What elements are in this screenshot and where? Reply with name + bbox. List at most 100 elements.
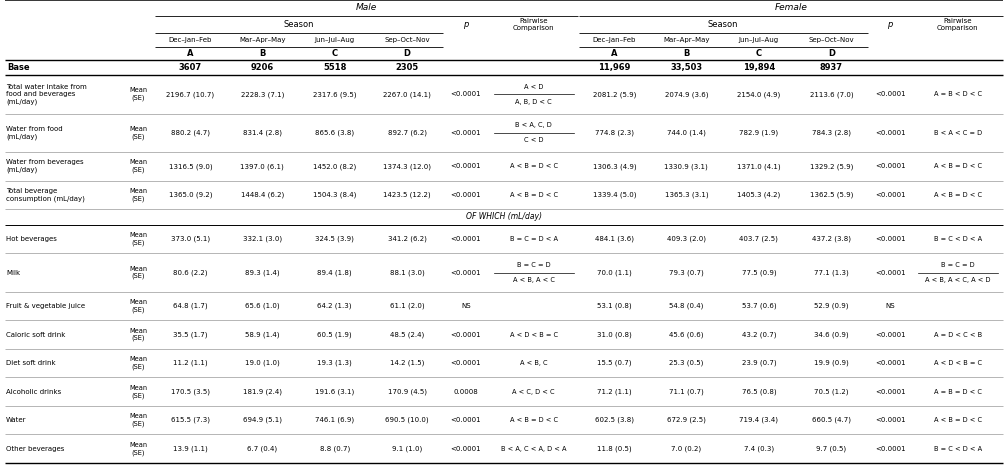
Text: <0.0001: <0.0001 (451, 446, 481, 452)
Text: 324.5 (3.9): 324.5 (3.9) (316, 236, 354, 242)
Text: Male: Male (356, 3, 377, 13)
Text: A: A (187, 49, 194, 58)
Text: A < B = D < C: A < B = D < C (933, 192, 982, 198)
Text: 45.6 (0.6): 45.6 (0.6) (669, 332, 704, 338)
Text: 170.5 (3.5): 170.5 (3.5) (170, 389, 210, 395)
Text: Total beverage
consumption (mL/day): Total beverage consumption (mL/day) (6, 188, 85, 202)
Text: 25.3 (0.5): 25.3 (0.5) (669, 360, 704, 367)
Text: 170.9 (4.5): 170.9 (4.5) (388, 389, 426, 395)
Text: <0.0001: <0.0001 (875, 192, 905, 198)
Text: Dec–Jan–Feb: Dec–Jan–Feb (593, 37, 636, 43)
Text: A < D < B = C: A < D < B = C (510, 332, 557, 338)
Text: Sep–Oct–Nov: Sep–Oct–Nov (808, 37, 854, 43)
Text: 52.9 (0.9): 52.9 (0.9) (814, 303, 849, 309)
Text: <0.0001: <0.0001 (451, 236, 481, 242)
Text: 484.1 (3.6): 484.1 (3.6) (595, 236, 634, 242)
Text: <0.0001: <0.0001 (875, 91, 905, 97)
Text: Other beverages: Other beverages (6, 446, 65, 452)
Text: 2317.6 (9.5): 2317.6 (9.5) (312, 91, 357, 98)
Text: OF WHICH (mL/day): OF WHICH (mL/day) (466, 212, 542, 221)
Text: A < C, D < C: A < C, D < C (512, 389, 555, 395)
Text: Water from beverages
(mL/day): Water from beverages (mL/day) (6, 159, 84, 173)
Text: B = C < D < A: B = C < D < A (933, 446, 982, 452)
Text: 437.2 (3.8): 437.2 (3.8) (811, 236, 851, 242)
Text: A = D < C < B: A = D < C < B (933, 332, 982, 338)
Text: 2267.0 (14.1): 2267.0 (14.1) (383, 91, 431, 98)
Text: 1365.3 (3.1): 1365.3 (3.1) (664, 191, 709, 198)
Text: 0.0008: 0.0008 (454, 389, 479, 395)
Text: 64.2 (1.3): 64.2 (1.3) (318, 303, 352, 309)
Text: 1330.9 (3.1): 1330.9 (3.1) (664, 163, 709, 170)
Text: B = C = D: B = C = D (517, 262, 550, 268)
Text: Sep–Oct–Nov: Sep–Oct–Nov (384, 37, 430, 43)
Text: A < B, A < C, A < D: A < B, A < C, A < D (925, 277, 991, 283)
Text: NS: NS (462, 303, 471, 309)
Text: 1423.5 (12.2): 1423.5 (12.2) (383, 191, 431, 198)
Text: 719.4 (3.4): 719.4 (3.4) (739, 417, 778, 424)
Text: 2305: 2305 (395, 63, 418, 72)
Text: 70.0 (1.1): 70.0 (1.1) (597, 269, 632, 276)
Text: 2196.7 (10.7): 2196.7 (10.7) (166, 91, 215, 98)
Text: A, B, D < C: A, B, D < C (515, 99, 552, 105)
Text: <0.0001: <0.0001 (875, 417, 905, 423)
Text: 58.9 (1.4): 58.9 (1.4) (245, 332, 279, 338)
Text: Alcoholic drinks: Alcoholic drinks (6, 389, 61, 395)
Text: Female: Female (774, 3, 807, 13)
Text: Diet soft drink: Diet soft drink (6, 360, 55, 366)
Text: A < B, C: A < B, C (520, 360, 547, 366)
Text: 892.7 (6.2): 892.7 (6.2) (388, 129, 426, 136)
Text: 191.6 (3.1): 191.6 (3.1) (316, 389, 355, 395)
Text: 89.3 (1.4): 89.3 (1.4) (245, 269, 279, 276)
Text: Mean
(SE): Mean (SE) (129, 299, 147, 313)
Text: 2081.2 (5.9): 2081.2 (5.9) (593, 91, 636, 98)
Text: Mean
(SE): Mean (SE) (129, 266, 147, 279)
Text: B: B (683, 49, 689, 58)
Text: 880.2 (4.7): 880.2 (4.7) (170, 129, 210, 136)
Text: 11,969: 11,969 (599, 63, 631, 72)
Text: D: D (403, 49, 410, 58)
Text: 15.5 (0.7): 15.5 (0.7) (598, 360, 632, 367)
Text: 80.6 (2.2): 80.6 (2.2) (173, 269, 208, 276)
Text: B < A < C = D: B < A < C = D (933, 130, 982, 136)
Text: A < B = D < C: A < B = D < C (933, 163, 982, 170)
Text: 7.0 (0.2): 7.0 (0.2) (671, 446, 702, 452)
Text: p: p (464, 20, 469, 29)
Text: 61.1 (2.0): 61.1 (2.0) (390, 303, 424, 309)
Text: <0.0001: <0.0001 (875, 360, 905, 366)
Text: 53.1 (0.8): 53.1 (0.8) (597, 303, 632, 309)
Text: <0.0001: <0.0001 (875, 332, 905, 338)
Text: Milk: Milk (6, 269, 20, 276)
Text: 88.1 (3.0): 88.1 (3.0) (390, 269, 424, 276)
Text: 744.0 (1.4): 744.0 (1.4) (667, 129, 706, 136)
Text: D: D (828, 49, 835, 58)
Text: <0.0001: <0.0001 (875, 269, 905, 276)
Text: 14.2 (1.5): 14.2 (1.5) (390, 360, 424, 367)
Text: 831.4 (2.8): 831.4 (2.8) (243, 129, 281, 136)
Text: 33,503: 33,503 (670, 63, 703, 72)
Text: 79.3 (0.7): 79.3 (0.7) (669, 269, 704, 276)
Text: 13.9 (1.1): 13.9 (1.1) (173, 446, 208, 452)
Text: 9.1 (1.0): 9.1 (1.0) (392, 446, 422, 452)
Text: <0.0001: <0.0001 (451, 417, 481, 423)
Text: 19.9 (0.9): 19.9 (0.9) (813, 360, 849, 367)
Text: 784.3 (2.8): 784.3 (2.8) (811, 129, 851, 136)
Text: 48.5 (2.4): 48.5 (2.4) (390, 332, 424, 338)
Text: C < D: C < D (524, 137, 543, 143)
Text: 672.9 (2.5): 672.9 (2.5) (667, 417, 706, 424)
Text: Mean
(SE): Mean (SE) (129, 232, 147, 246)
Text: 1329.2 (5.9): 1329.2 (5.9) (809, 163, 853, 170)
Text: A < B = D < C: A < B = D < C (933, 417, 982, 423)
Text: 1452.0 (8.2): 1452.0 (8.2) (313, 163, 356, 170)
Text: 11.8 (0.5): 11.8 (0.5) (597, 446, 632, 452)
Text: Mean
(SE): Mean (SE) (129, 159, 147, 173)
Text: Mean
(SE): Mean (SE) (129, 87, 147, 101)
Text: 746.1 (6.9): 746.1 (6.9) (316, 417, 354, 424)
Text: 71.2 (1.1): 71.2 (1.1) (597, 389, 632, 395)
Text: B < A, C < A, D < A: B < A, C < A, D < A (501, 446, 566, 452)
Text: 6.7 (0.4): 6.7 (0.4) (247, 446, 277, 452)
Text: 77.5 (0.9): 77.5 (0.9) (742, 269, 776, 276)
Text: 77.1 (1.3): 77.1 (1.3) (813, 269, 849, 276)
Text: 76.5 (0.8): 76.5 (0.8) (742, 389, 776, 395)
Text: 9206: 9206 (251, 63, 274, 72)
Text: B = C < D < A: B = C < D < A (933, 236, 982, 242)
